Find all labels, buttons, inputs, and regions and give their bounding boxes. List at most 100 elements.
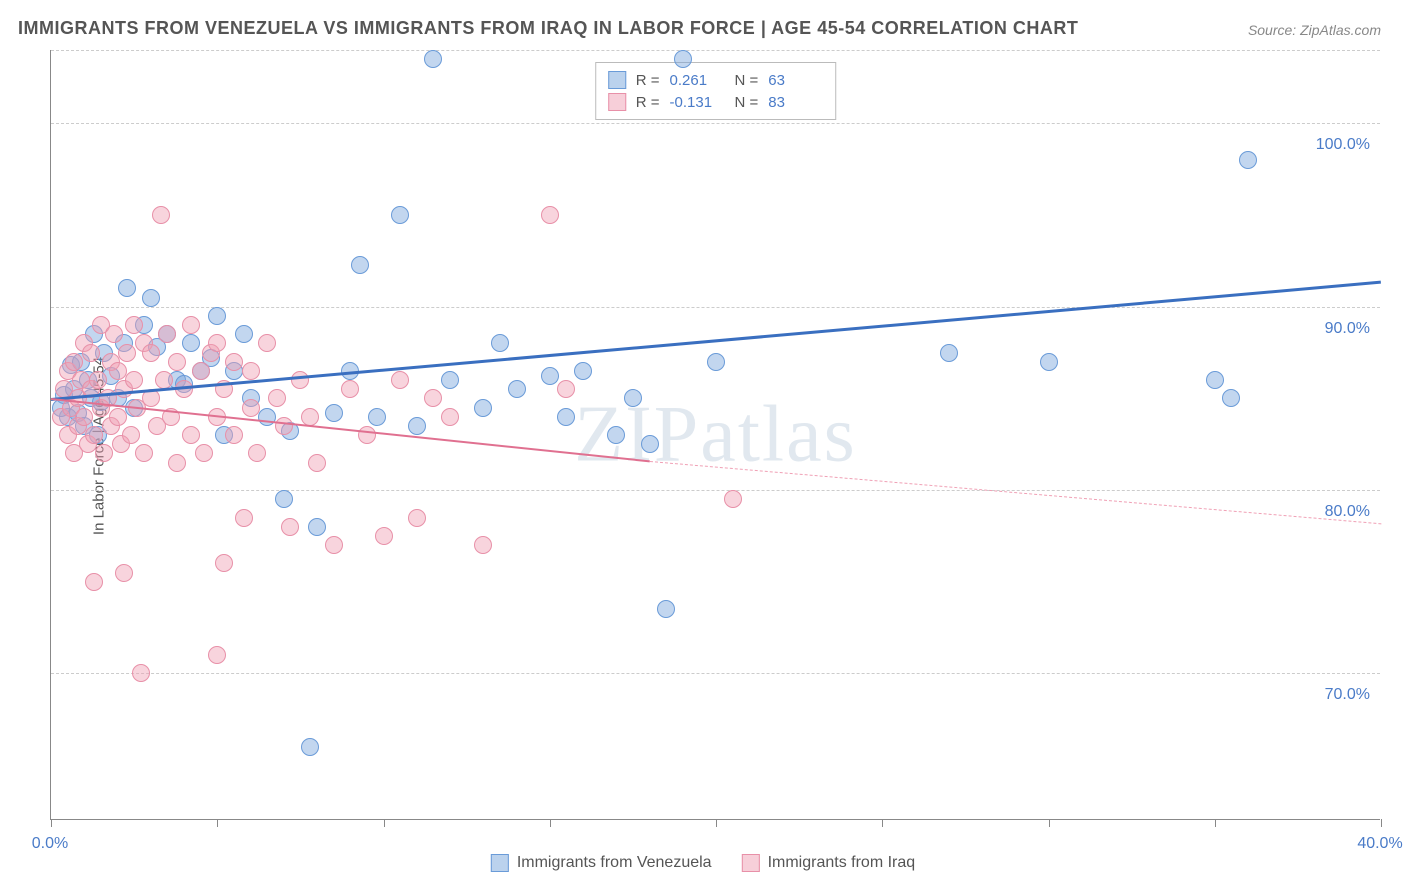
marker-venezuela (1040, 353, 1058, 371)
x-tick-label: 0.0% (32, 835, 68, 853)
marker-venezuela (351, 256, 369, 274)
marker-iraq (225, 426, 243, 444)
marker-iraq (82, 344, 100, 362)
marker-iraq (341, 380, 359, 398)
legend-item-venezuela: Immigrants from Venezuela (491, 854, 712, 872)
r-value-venezuela: 0.261 (670, 72, 725, 89)
marker-iraq (182, 316, 200, 334)
marker-iraq (557, 380, 575, 398)
marker-iraq (135, 444, 153, 462)
y-tick-label: 90.0% (1325, 320, 1370, 338)
marker-iraq (89, 371, 107, 389)
marker-venezuela (707, 353, 725, 371)
stats-row-venezuela: R = 0.261 N = 63 (608, 69, 824, 91)
marker-iraq (208, 646, 226, 664)
marker-iraq (724, 490, 742, 508)
marker-venezuela (142, 289, 160, 307)
marker-iraq (308, 454, 326, 472)
source-attribution: Source: ZipAtlas.com (1248, 22, 1381, 38)
n-label: N = (735, 72, 759, 89)
n-value-venezuela: 63 (768, 72, 823, 89)
x-tick (716, 819, 717, 827)
marker-iraq (168, 454, 186, 472)
marker-venezuela (308, 518, 326, 536)
marker-iraq (109, 362, 127, 380)
marker-venezuela (474, 399, 492, 417)
marker-venezuela (441, 371, 459, 389)
marker-iraq (158, 325, 176, 343)
marker-iraq (325, 536, 343, 554)
gridline-horizontal (51, 673, 1380, 674)
marker-iraq (125, 316, 143, 334)
legend-label-iraq: Immigrants from Iraq (768, 854, 916, 872)
chart-title: IMMIGRANTS FROM VENEZUELA VS IMMIGRANTS … (18, 18, 1078, 39)
marker-iraq (281, 518, 299, 536)
marker-iraq (408, 509, 426, 527)
marker-iraq (105, 325, 123, 343)
marker-iraq (65, 353, 83, 371)
x-tick (217, 819, 218, 827)
marker-venezuela (557, 408, 575, 426)
r-label: R = (636, 94, 660, 111)
marker-iraq (75, 408, 93, 426)
marker-venezuela (391, 206, 409, 224)
y-tick-label: 100.0% (1316, 136, 1370, 154)
marker-iraq (275, 417, 293, 435)
marker-iraq (215, 554, 233, 572)
marker-iraq (242, 362, 260, 380)
marker-venezuela (940, 344, 958, 362)
marker-iraq (541, 206, 559, 224)
marker-iraq (95, 444, 113, 462)
marker-venezuela (574, 362, 592, 380)
legend-bottom: Immigrants from Venezuela Immigrants fro… (491, 854, 915, 872)
marker-iraq (109, 408, 127, 426)
marker-iraq (291, 371, 309, 389)
marker-iraq (195, 444, 213, 462)
marker-iraq (142, 344, 160, 362)
marker-iraq (182, 426, 200, 444)
x-tick (1381, 819, 1382, 827)
trend-line (649, 461, 1381, 524)
marker-venezuela (541, 367, 559, 385)
marker-venezuela (408, 417, 426, 435)
marker-venezuela (368, 408, 386, 426)
marker-iraq (132, 664, 150, 682)
marker-venezuela (1222, 389, 1240, 407)
marker-iraq (85, 573, 103, 591)
stats-legend-box: R = 0.261 N = 63 R = -0.131 N = 83 (595, 62, 837, 120)
marker-venezuela (325, 404, 343, 422)
marker-venezuela (118, 279, 136, 297)
x-tick (51, 819, 52, 827)
x-tick-label: 40.0% (1357, 835, 1402, 853)
trend-line (51, 281, 1381, 401)
marker-iraq (118, 344, 136, 362)
legend-swatch-venezuela (491, 854, 509, 872)
legend-swatch-iraq (742, 854, 760, 872)
marker-venezuela (657, 600, 675, 618)
marker-iraq (301, 408, 319, 426)
legend-label-venezuela: Immigrants from Venezuela (517, 854, 712, 872)
stats-row-iraq: R = -0.131 N = 83 (608, 91, 824, 113)
marker-iraq (152, 206, 170, 224)
x-tick (1215, 819, 1216, 827)
marker-venezuela (424, 50, 442, 68)
marker-venezuela (1206, 371, 1224, 389)
marker-iraq (242, 399, 260, 417)
x-tick (384, 819, 385, 827)
gridline-horizontal (51, 123, 1380, 124)
marker-iraq (122, 426, 140, 444)
marker-venezuela (1239, 151, 1257, 169)
marker-iraq (125, 371, 143, 389)
x-tick (1049, 819, 1050, 827)
marker-venezuela (208, 307, 226, 325)
marker-iraq (85, 426, 103, 444)
marker-iraq (225, 353, 243, 371)
r-label: R = (636, 72, 660, 89)
gridline-horizontal (51, 307, 1380, 308)
legend-item-iraq: Immigrants from Iraq (742, 854, 916, 872)
gridline-horizontal (51, 50, 1380, 51)
marker-venezuela (641, 435, 659, 453)
marker-iraq (192, 362, 210, 380)
marker-iraq (248, 444, 266, 462)
marker-iraq (474, 536, 492, 554)
